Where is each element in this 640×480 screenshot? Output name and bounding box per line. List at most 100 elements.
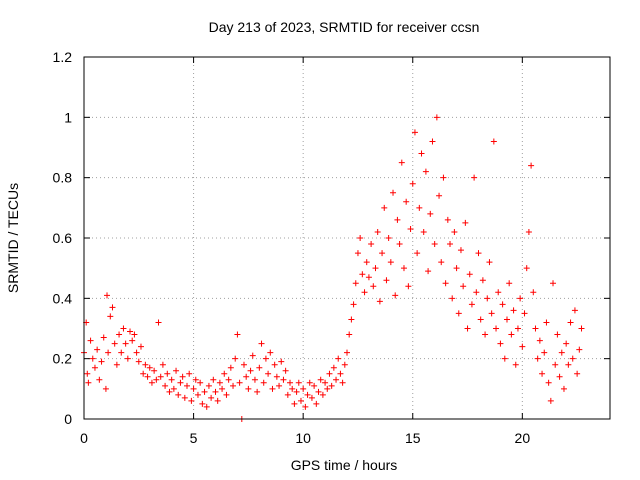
data-point: [271, 361, 278, 368]
data-point: [276, 382, 283, 389]
data-point: [330, 364, 337, 371]
data-point: [512, 361, 519, 368]
data-point: [493, 325, 500, 332]
data-point: [449, 295, 456, 302]
data-point: [427, 210, 434, 217]
data-point: [122, 340, 129, 347]
data-point: [104, 292, 111, 299]
data-point: [120, 325, 127, 332]
y-tick-label: 0: [64, 411, 72, 427]
data-point: [188, 397, 195, 404]
data-point: [565, 361, 572, 368]
data-point: [135, 358, 142, 365]
data-point: [545, 379, 552, 386]
data-point: [554, 331, 561, 338]
data-point: [574, 370, 581, 377]
data-point: [249, 352, 256, 359]
data-point: [300, 385, 307, 392]
data-point: [571, 307, 578, 314]
data-point: [442, 280, 449, 287]
data-point: [383, 277, 390, 284]
data-point: [460, 283, 467, 290]
data-point: [528, 162, 535, 169]
data-point: [387, 259, 394, 266]
data-point: [184, 382, 191, 389]
data-point: [457, 247, 464, 254]
data-point: [304, 391, 311, 398]
data-point: [479, 277, 486, 284]
data-point: [398, 159, 405, 166]
data-point: [499, 301, 506, 308]
data-point: [85, 379, 92, 386]
data-point: [471, 174, 478, 181]
data-point: [236, 379, 243, 386]
data-point: [523, 265, 530, 272]
data-point: [361, 289, 368, 296]
data-point: [440, 174, 447, 181]
data-point: [212, 388, 219, 395]
data-point: [157, 373, 164, 380]
data-point: [221, 370, 228, 377]
data-point: [100, 334, 107, 341]
x-tick-label: 20: [515, 430, 531, 446]
data-point: [102, 385, 109, 392]
x-tick-label: 15: [405, 430, 421, 446]
data-point: [144, 373, 151, 380]
data-point: [322, 379, 329, 386]
data-point: [328, 382, 335, 389]
data-point: [243, 373, 250, 380]
data-point: [468, 301, 475, 308]
data-point: [168, 376, 175, 383]
data-point: [225, 376, 232, 383]
data-point: [503, 316, 510, 323]
chart-title: Day 213 of 2023, SRMTID for receiver ccs…: [209, 19, 480, 35]
data-point: [291, 400, 298, 407]
data-point: [411, 129, 418, 136]
data-point: [501, 355, 508, 362]
data-point: [223, 391, 230, 398]
data-point: [396, 241, 403, 248]
data-point: [436, 192, 443, 199]
data-point: [363, 259, 370, 266]
data-point: [315, 388, 322, 395]
data-point: [164, 370, 171, 377]
data-point: [151, 367, 158, 374]
data-point: [297, 397, 304, 404]
data-point: [394, 216, 401, 223]
data-point: [267, 349, 274, 356]
y-axis-label: SRMTID / TECUs: [5, 183, 21, 293]
data-point: [352, 280, 359, 287]
data-point: [258, 340, 265, 347]
data-point: [210, 376, 217, 383]
data-point: [230, 382, 237, 389]
plot-frame: [83, 56, 611, 420]
data-point: [385, 235, 392, 241]
data-point: [444, 216, 451, 223]
data-point: [186, 370, 193, 377]
data-point: [370, 283, 377, 290]
data-point: [111, 340, 118, 347]
data-point: [416, 204, 423, 211]
data-point: [497, 340, 504, 347]
data-point: [245, 385, 252, 392]
data-point: [240, 361, 247, 368]
data-point: [556, 373, 563, 380]
data-point: [302, 403, 309, 410]
data-point: [510, 307, 517, 314]
data-point: [346, 331, 353, 338]
data-point: [260, 379, 267, 386]
data-point: [495, 289, 502, 296]
y-tick-label: 0.6: [53, 230, 73, 246]
data-point: [482, 331, 489, 338]
data-point: [453, 265, 460, 272]
data-point: [278, 358, 285, 365]
data-point: [390, 189, 397, 196]
y-tick-label: 1: [64, 109, 72, 125]
data-point: [433, 114, 440, 121]
x-axis-label: GPS time / hours: [291, 457, 398, 473]
data-point: [567, 319, 574, 326]
y-tick-label: 0.4: [53, 290, 73, 306]
data-point: [365, 274, 372, 281]
data-point: [118, 349, 125, 356]
data-point: [420, 228, 427, 235]
